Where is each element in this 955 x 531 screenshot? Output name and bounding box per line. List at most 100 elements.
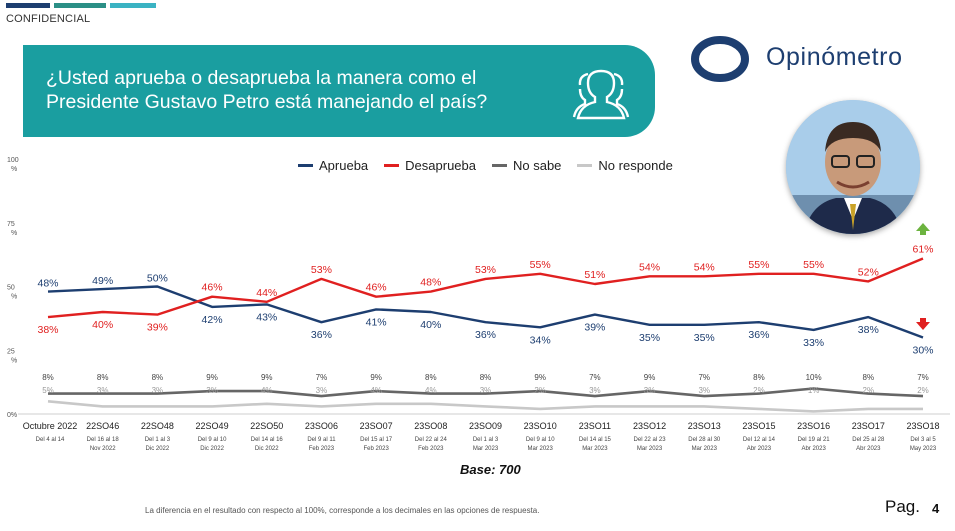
y-tick-unit: %	[11, 166, 17, 173]
data-label-aprueba: 35%	[694, 332, 715, 344]
x-tick-date: Nov 2022	[90, 446, 116, 452]
data-label-desaprueba: 38%	[37, 324, 58, 336]
data-label-no-responde: 3%	[316, 386, 328, 395]
question-text: ¿Usted aprueba o desaprueba la manera co…	[46, 67, 488, 113]
data-label-aprueba: 42%	[202, 314, 223, 326]
x-tick-date: Del 22 al 24	[415, 437, 448, 443]
data-label-no-sabe: 7%	[316, 373, 328, 382]
data-label-aprueba: 41%	[366, 316, 387, 328]
data-label-no-sabe: 9%	[206, 373, 218, 382]
x-tick-date: Mar 2023	[528, 446, 554, 452]
president-portrait	[786, 100, 920, 234]
x-tick-date: Del 9 al 11	[307, 437, 336, 443]
base-label: Base: 700	[460, 462, 521, 477]
data-label-desaprueba: 55%	[803, 259, 824, 271]
x-tick-label: 22SO48	[141, 421, 174, 431]
data-label-desaprueba: 61%	[912, 243, 933, 255]
x-tick-label: 23SO06	[305, 421, 338, 431]
data-label-no-sabe: 8%	[97, 373, 109, 382]
x-tick-date: Dic 2022	[146, 446, 170, 452]
data-label-aprueba: 43%	[256, 311, 277, 323]
chart-legend: Aprueba Desaprueba No sabe No responde	[298, 158, 689, 173]
data-label-no-responde: 1%	[808, 386, 820, 395]
data-label-aprueba: 48%	[37, 278, 58, 290]
x-tick-label: 23SO10	[524, 421, 557, 431]
y-tick-unit: %	[11, 230, 17, 237]
data-label-no-responde: 4%	[261, 386, 273, 395]
data-label-no-responde: 3%	[97, 386, 109, 395]
data-label-no-responde: 3%	[480, 386, 492, 395]
data-label-desaprueba: 51%	[584, 269, 605, 281]
data-label-no-sabe: 8%	[42, 373, 54, 382]
data-label-no-responde: 4%	[425, 386, 437, 395]
x-tick-label: 23SO08	[414, 421, 447, 431]
x-tick-label: 23SO13	[688, 421, 721, 431]
trend-up-icon	[916, 223, 930, 235]
data-label-desaprueba: 53%	[475, 264, 496, 276]
opinometro-logo-icon	[690, 36, 754, 87]
x-tick-date: Del 22 al 23	[634, 437, 667, 443]
series-line-desaprueba	[47, 257, 924, 319]
x-tick-date: Del 9 al 10	[198, 437, 227, 443]
confidential-label: CONFIDENCIAL	[6, 13, 91, 25]
data-label-no-sabe: 7%	[917, 373, 929, 382]
series-line-no-sabe	[48, 387, 924, 398]
x-tick-date: Del 16 al 18	[87, 437, 120, 443]
data-label-no-sabe: 8%	[753, 373, 765, 382]
question-banner: ¿Usted aprueba o desaprueba la manera co…	[23, 45, 655, 137]
x-tick-date: Del 14 al 16	[251, 437, 284, 443]
x-tick-label: 23SO07	[360, 421, 393, 431]
x-tick-date: Del 28 al 30	[688, 437, 721, 443]
top-bar-1	[6, 3, 50, 8]
series-line-no-responde	[47, 400, 923, 413]
data-label-no-sabe: 8%	[480, 373, 492, 382]
data-label-no-responde: 3%	[589, 386, 601, 395]
x-tick-date: Del 9 al 10	[526, 437, 555, 443]
data-label-aprueba: 39%	[584, 322, 605, 334]
data-label-aprueba: 50%	[147, 273, 168, 285]
x-tick-label: 22SO46	[86, 421, 119, 431]
x-tick-date: Dic 2022	[200, 446, 224, 452]
data-label-desaprueba: 54%	[639, 261, 660, 273]
data-label-desaprueba: 55%	[748, 259, 769, 271]
x-tick-date: Dic 2022	[255, 446, 279, 452]
data-label-no-sabe: 7%	[698, 373, 710, 382]
y-tick-unit: %	[11, 357, 17, 364]
x-tick-date: Feb 2023	[309, 446, 335, 452]
data-label-desaprueba: 55%	[530, 259, 551, 271]
x-tick-label: 23SO12	[633, 421, 666, 431]
x-tick-label: 23SO09	[469, 421, 502, 431]
x-tick-label: Octubre 2022	[23, 421, 78, 431]
x-tick-date: Del 3 al 5	[910, 437, 936, 443]
x-tick-date: Del 25 al 28	[852, 437, 885, 443]
data-label-aprueba: 36%	[311, 329, 332, 341]
x-tick-date: Mar 2023	[582, 446, 608, 452]
top-bar-3	[110, 3, 156, 8]
data-label-desaprueba: 54%	[694, 261, 715, 273]
data-label-no-sabe: 8%	[425, 373, 437, 382]
legend-item-aprueba: Aprueba	[298, 158, 368, 173]
x-tick-label: 23SO15	[742, 421, 775, 431]
x-tick-label: 22SO50	[250, 421, 283, 431]
data-label-desaprueba: 52%	[858, 266, 879, 278]
data-label-aprueba: 49%	[92, 275, 113, 287]
data-label-aprueba: 38%	[858, 324, 879, 336]
y-tick-label: 75	[7, 221, 15, 228]
page-number: 4	[932, 501, 940, 516]
data-label-no-responde: 2%	[534, 386, 546, 395]
y-tick-label: 100	[7, 157, 19, 164]
x-tick-date: Abr 2023	[747, 446, 772, 452]
y-tick-label: 50	[7, 285, 15, 292]
data-label-no-responde: 3%	[644, 386, 656, 395]
legend-swatch-no-responde	[577, 164, 593, 167]
legend-label-no-responde: No responde	[598, 158, 673, 173]
data-label-no-responde: 2%	[917, 386, 929, 395]
data-label-no-sabe: 8%	[863, 373, 875, 382]
x-tick-date: Abr 2023	[856, 446, 881, 452]
legend-swatch-desaprueba	[384, 164, 400, 167]
x-tick-label: 23SO18	[906, 421, 939, 431]
data-label-desaprueba: 48%	[420, 277, 441, 289]
x-tick-label: 22SO49	[196, 421, 229, 431]
x-tick-label: 23SO11	[579, 421, 611, 431]
